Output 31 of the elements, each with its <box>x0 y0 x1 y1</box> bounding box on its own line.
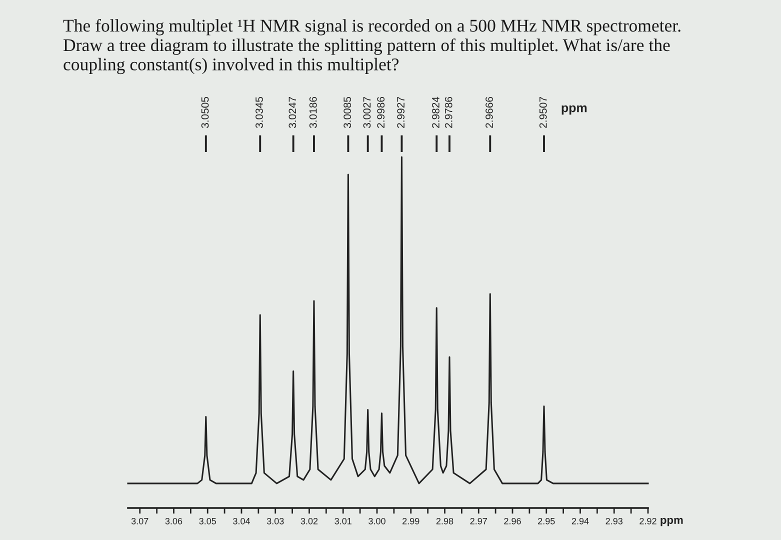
x2-tick-label: 3.0247 <box>288 97 296 128</box>
x2-axis-title: ppm <box>562 105 587 115</box>
x-tick-label: 3.02 <box>300 518 318 524</box>
x-tick-label: 3.06 <box>165 518 182 524</box>
x2-tick-label: 3.0085 <box>344 96 351 128</box>
x2-tick-label: 3.0505 <box>201 96 209 128</box>
x2-tick-label: 3.0027 <box>363 97 371 128</box>
x-tick-label: 3.01 <box>334 518 352 524</box>
x-tick-label: 3.05 <box>199 518 216 524</box>
x-tick-label: 2.96 <box>504 518 521 524</box>
x-tick-label: 3.04 <box>233 518 250 524</box>
x2-tick-label: 3.0345 <box>256 96 263 128</box>
x2-tick-label: 3.0186 <box>309 96 317 128</box>
x-tick-label: 2.97 <box>470 518 487 524</box>
x-tick-label: 2.98 <box>436 518 454 524</box>
x2-tick-label: 2.9786 <box>444 96 452 128</box>
x-tick-label: 3.07 <box>131 518 148 524</box>
x-tick-label: 2.94 <box>572 518 589 524</box>
x-tick-label: 2.92 <box>640 518 656 524</box>
x-tick-label: 3.00 <box>368 518 386 524</box>
x-tick-label: 3.03 <box>266 518 284 524</box>
x2-tick-label: 2.9824 <box>432 96 440 128</box>
x2-tick-label: 2.9666 <box>486 96 493 128</box>
x-axis-title: ppm <box>660 518 683 526</box>
x2-tick-label: 2.9927 <box>397 97 405 128</box>
chart-title: The following multiplet ¹H NMR signal is recorded on a 500 MHz NMR spectrometer. Draw a tree diagram to illustrate the splitting pattern of this multiplet. What is/are the coupling constant(s) involved in this multiplet? <box>63 19 680 74</box>
x2-tick-label: 2.9507 <box>539 97 547 128</box>
x-tick-label: 2.93 <box>606 518 623 524</box>
x-tick-label: 2.95 <box>538 518 555 524</box>
x-tick-label: 2.99 <box>402 518 420 524</box>
x2-tick-label: 2.9986 <box>377 96 385 128</box>
